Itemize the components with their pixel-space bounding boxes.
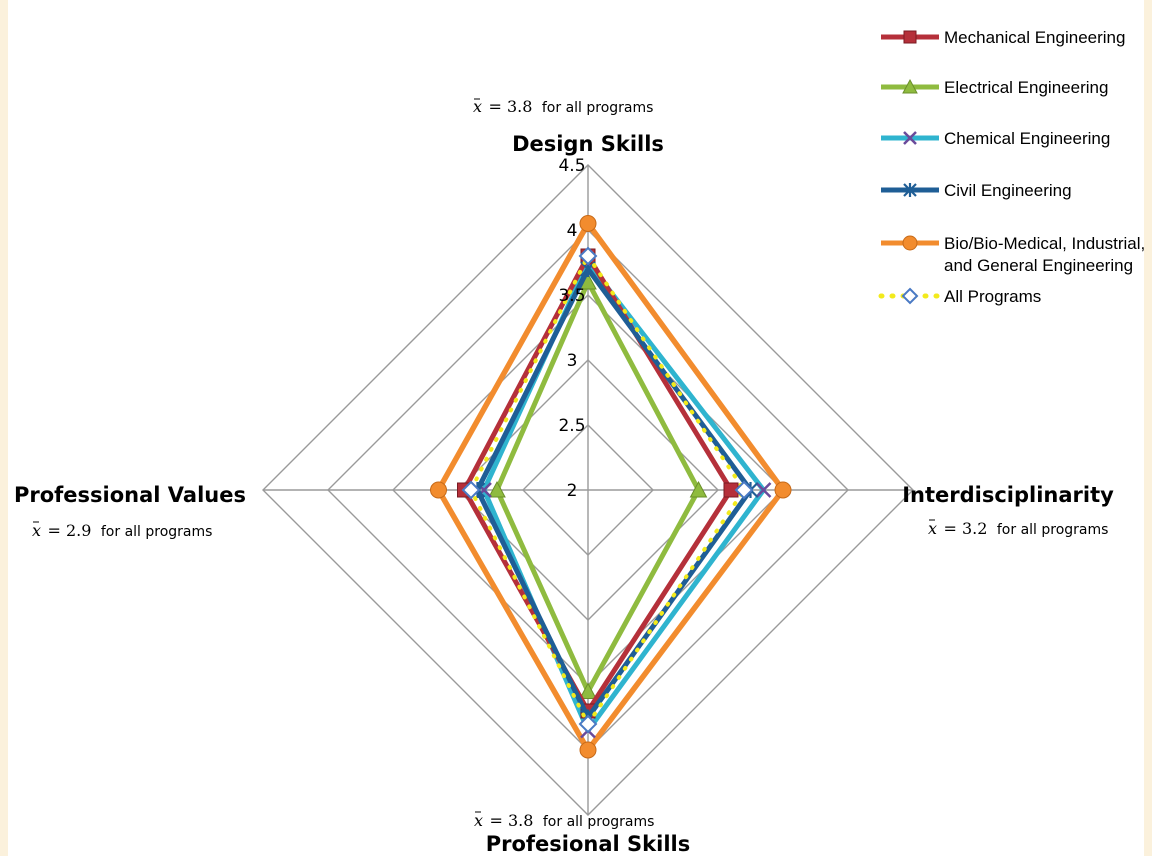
radar-chart: 2 2.5 3 3.5 4 4.5 Design Skills Interdiscipli… <box>14 28 1144 856</box>
data-point <box>689 480 708 498</box>
svg-text:x = 3.8 for al: x = 3.8 for all programs <box>474 811 654 830</box>
svg-text:x = 2.9 for al: x = 2.9 for all programs <box>32 521 212 540</box>
legend-marker <box>903 183 917 197</box>
legend-label: Civil Engineering <box>944 181 1072 200</box>
series-6 <box>461 246 754 734</box>
legend-marker <box>902 78 918 94</box>
data-point <box>755 482 772 498</box>
legend-item: Mechanical Engineering <box>881 28 1125 47</box>
tick-label: 4.5 <box>558 156 585 176</box>
data-point <box>461 480 481 500</box>
svg-text:x = 3.8 for al: x = 3.8 for all programs <box>473 97 653 116</box>
data-point <box>579 741 597 759</box>
legend-label: Chemical Engineering <box>944 129 1110 148</box>
legend-item: Chemical Engineering <box>881 129 1110 148</box>
series-layer <box>430 215 792 759</box>
annotation-mean: = 3.8 <box>488 97 532 116</box>
axis-title-design-skills: Design Skills <box>512 132 664 156</box>
axis-title-professional-values: Professional Values <box>14 483 246 507</box>
annotation-symbol: x <box>928 519 937 538</box>
data-point <box>734 480 754 500</box>
tick-label: 4 <box>567 221 578 241</box>
data-point <box>488 480 506 498</box>
annotation-symbol: x <box>474 811 483 830</box>
annotation-text: for all programs <box>101 524 213 540</box>
legend-item: All Programs <box>878 287 1041 306</box>
legend-label: and General Engineering <box>944 256 1133 275</box>
legend-item: Electrical Engineering <box>881 78 1108 97</box>
tick-label: 2 <box>567 481 578 501</box>
data-point <box>579 682 597 699</box>
annotation-symbol: x <box>473 97 482 116</box>
series-line <box>475 266 753 720</box>
annotation-text: for all programs <box>543 814 655 830</box>
legend-marker <box>903 131 917 145</box>
legend-label: Electrical Engineering <box>944 78 1108 97</box>
legend-marker <box>902 235 918 251</box>
chart-frame: 2 2.5 3 3.5 4 4.5 Design Skills Interdiscipli… <box>8 0 1144 856</box>
annotation-symbol: x <box>32 521 41 540</box>
tick-layer: 2 2.5 3 3.5 4 4.5 <box>558 156 585 501</box>
annotation-top: x = 3.8 for all programs <box>473 97 653 116</box>
data-point <box>430 481 447 499</box>
svg-text:x = 3.2 for al: x = 3.2 for all programs <box>928 519 1108 538</box>
legend-label: All Programs <box>944 287 1041 306</box>
tick-label: 2.5 <box>558 416 585 436</box>
annotation-right: x = 3.2 for all programs <box>928 519 1108 538</box>
data-point <box>578 246 598 266</box>
data-point <box>578 714 598 734</box>
data-point <box>774 481 792 499</box>
data-point <box>579 215 597 232</box>
series-line <box>462 253 734 714</box>
annotation-mean: = 3.2 <box>943 519 987 538</box>
legend-item: Bio/Bio-Medical, Industrial, and General … <box>881 234 1144 275</box>
annotation-mean: = 3.8 <box>489 811 533 830</box>
legend-label: Mechanical Engineering <box>944 28 1125 47</box>
series-2 <box>488 272 708 699</box>
annotation-mean: = 2.9 <box>47 521 91 540</box>
legend: Mechanical Engineering Electrical Enginee… <box>878 28 1144 306</box>
annotation-bottom: x = 3.8 for all programs <box>474 811 654 830</box>
legend-marker <box>903 30 917 44</box>
tick-label: 3.5 <box>558 286 585 306</box>
legend-marker <box>901 287 919 305</box>
annotation-left: x = 2.9 for all programs <box>32 521 212 540</box>
annotation-text: for all programs <box>542 100 654 116</box>
axis-title-profesional-skills: Profesional Skills <box>486 832 691 856</box>
series-5 <box>430 215 792 759</box>
annotation-text: for all programs <box>997 522 1109 538</box>
tick-label: 3 <box>567 351 578 371</box>
legend-item: Civil Engineering <box>881 181 1072 200</box>
axis-title-interdisciplinarity: Interdisciplinarity <box>902 483 1114 507</box>
legend-label: Bio/Bio-Medical, Industrial, <box>944 234 1144 253</box>
